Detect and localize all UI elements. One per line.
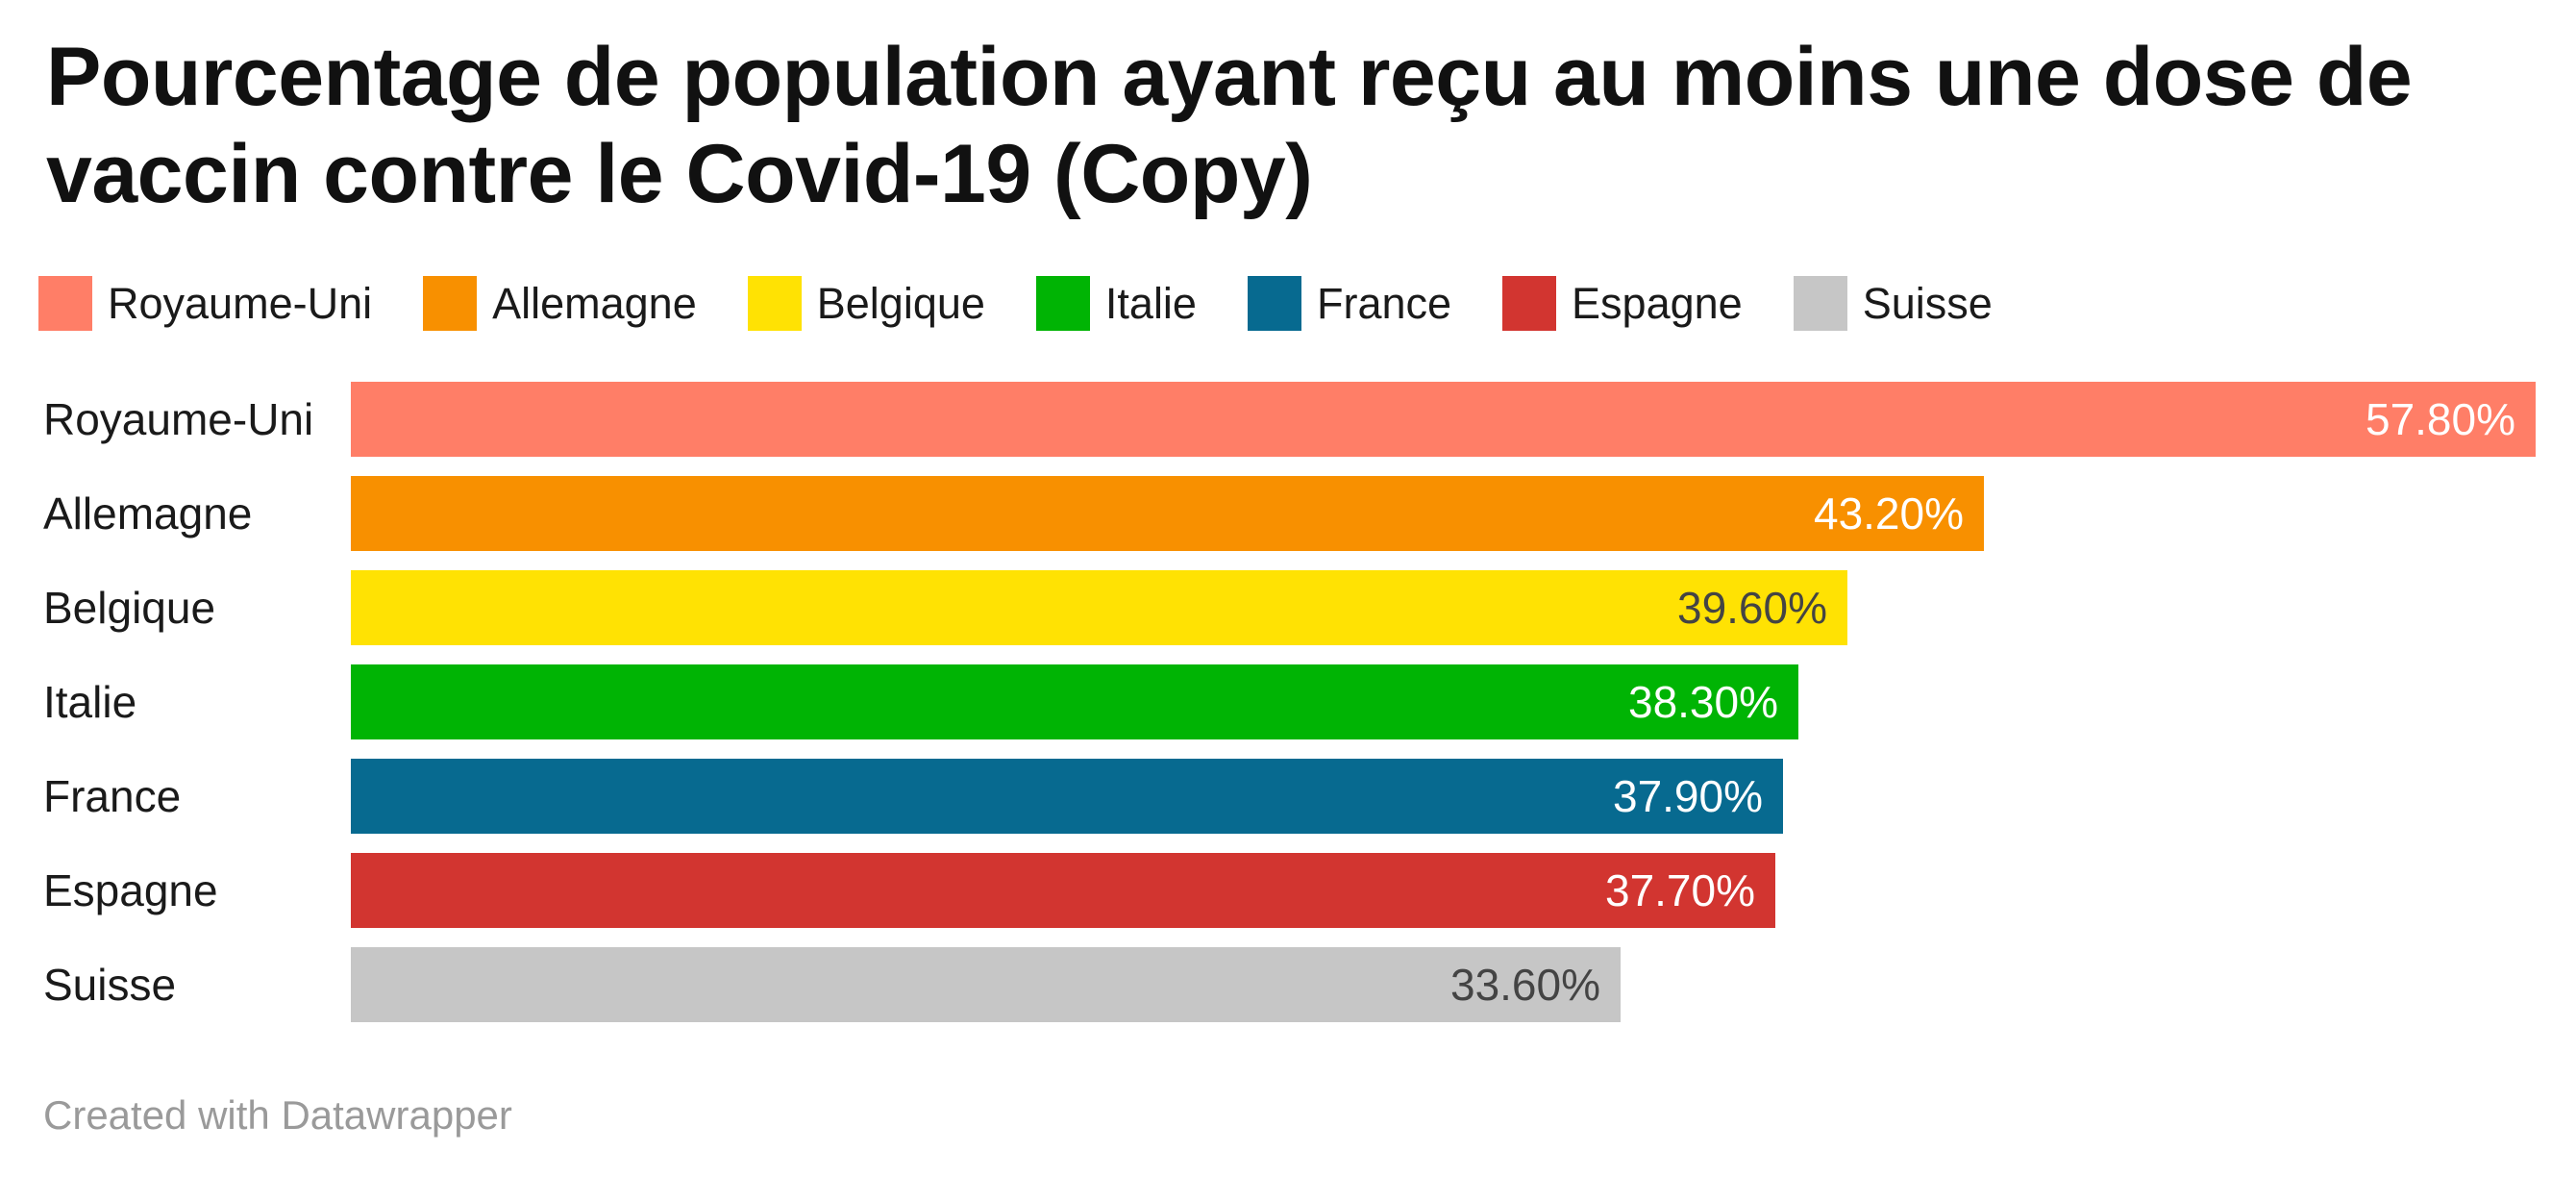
- legend-swatch: [423, 276, 478, 331]
- chart-title: Pourcentage de population ayant reçu au …: [46, 29, 2413, 223]
- legend-item: France: [1247, 276, 1452, 331]
- chart-row: Royaume-Uni 57.80%: [0, 382, 2576, 457]
- legend-label: Espagne: [1572, 278, 1743, 328]
- chart-row: Belgique 39.60%: [0, 570, 2576, 645]
- row-label: Suisse: [43, 960, 177, 1010]
- legend-label: Suisse: [1862, 278, 1993, 328]
- bar: 37.90%: [351, 759, 1783, 834]
- bar: 37.70%: [351, 853, 1775, 928]
- footer-credit: Created with Datawrapper: [43, 1092, 512, 1138]
- bar-value-label: 38.30%: [1627, 677, 1778, 727]
- legend-swatch: [1793, 276, 1847, 331]
- chart-title-line2: vaccin contre le Covid-19 (Copy): [46, 128, 1313, 220]
- legend-swatch: [38, 276, 92, 331]
- row-label: Belgique: [43, 583, 216, 633]
- legend-item: Italie: [1035, 276, 1197, 331]
- bar: 43.20%: [351, 476, 1984, 551]
- chart-title-line1: Pourcentage de population ayant reçu au …: [46, 31, 2413, 123]
- chart-row: Italie 38.30%: [0, 664, 2576, 739]
- legend-label: Belgique: [816, 278, 985, 328]
- bar-value-label: 43.20%: [1813, 488, 1964, 538]
- row-label: Italie: [43, 677, 137, 727]
- legend-label: Allemagne: [492, 278, 697, 328]
- legend-item: Belgique: [747, 276, 985, 331]
- legend-label: Italie: [1104, 278, 1197, 328]
- row-label: Royaume-Uni: [43, 394, 314, 444]
- legend-item: Allemagne: [423, 276, 697, 331]
- legend-swatch: [1502, 276, 1557, 331]
- legend-item: Suisse: [1793, 276, 1993, 331]
- bar: 33.60%: [351, 947, 1621, 1022]
- bar: 38.30%: [351, 664, 1798, 739]
- legend-label: France: [1316, 278, 1452, 328]
- chart-row: Espagne 37.70%: [0, 853, 2576, 928]
- bar-value-label: 37.70%: [1604, 865, 1755, 915]
- bar-value-label: 37.90%: [1612, 771, 1763, 821]
- legend-label: Royaume-Uni: [108, 278, 373, 328]
- legend-swatch: [1247, 276, 1301, 331]
- bar-value-label: 39.60%: [1676, 583, 1827, 633]
- row-label: Espagne: [43, 865, 218, 915]
- bar-value-label: 57.80%: [2365, 394, 2515, 444]
- legend-item: Royaume-Uni: [38, 276, 372, 331]
- bar: 57.80%: [351, 382, 2536, 457]
- legend: Royaume-Uni Allemagne Belgique Italie France…: [38, 276, 1993, 331]
- chart-row: Allemagne 43.20%: [0, 476, 2576, 551]
- bar-value-label: 33.60%: [1449, 960, 1600, 1010]
- bar-chart: Royaume-Uni 57.80% Allemagne 43.20% Belgique…: [0, 382, 2576, 1041]
- row-label: Allemagne: [43, 488, 253, 538]
- legend-swatch: [747, 276, 802, 331]
- legend-item: Espagne: [1502, 276, 1743, 331]
- bar: 39.60%: [351, 570, 1847, 645]
- legend-swatch: [1035, 276, 1090, 331]
- chart-row: Suisse 33.60%: [0, 947, 2576, 1022]
- chart-row: France 37.90%: [0, 759, 2576, 834]
- row-label: France: [43, 771, 182, 821]
